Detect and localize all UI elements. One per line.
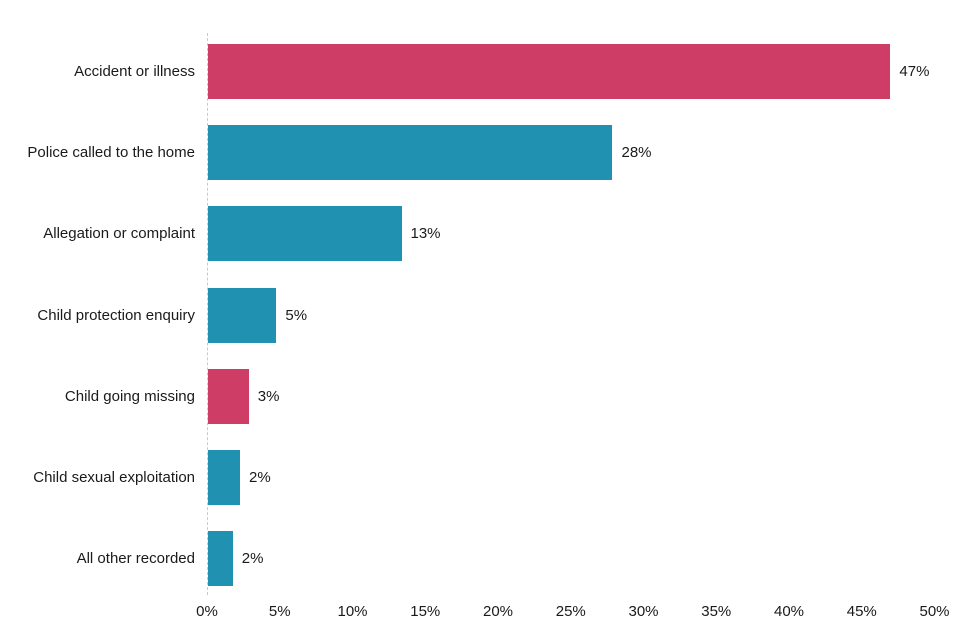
x-tick-label: 20% — [482, 603, 514, 620]
category-label: Accident or illness — [74, 63, 195, 80]
x-tick-label: 15% — [410, 603, 441, 620]
y-axis-line — [207, 33, 208, 595]
category-label: Child protection enquiry — [37, 306, 195, 324]
category-label: Child going missing — [64, 387, 195, 405]
bar — [208, 450, 240, 505]
x-tick-label: 25% — [555, 603, 586, 620]
x-tick-label: 40% — [773, 603, 805, 620]
value-label: 5% — [285, 306, 308, 324]
value-label: 28% — [621, 144, 652, 162]
x-tick-label: 30% — [628, 603, 659, 620]
category-label: Police called to the home — [27, 144, 195, 162]
bar — [208, 125, 613, 181]
value-label: 13% — [410, 225, 441, 243]
x-tick-label: 0% — [196, 603, 218, 620]
bar — [208, 531, 233, 587]
bar — [208, 206, 402, 262]
value-label: 2% — [249, 469, 271, 486]
bar — [208, 287, 277, 343]
x-tick-label: 35% — [701, 603, 732, 620]
x-tick-label: 50% — [919, 603, 950, 620]
bar — [208, 368, 249, 424]
value-label: 3% — [257, 387, 280, 405]
category-label: Allegation or complaint — [43, 225, 195, 243]
x-tick-label: 10% — [337, 603, 368, 620]
bar — [208, 44, 891, 99]
value-label: 47% — [899, 63, 930, 80]
x-tick-label: 45% — [846, 603, 877, 620]
value-label: 2% — [241, 550, 264, 568]
category-label: Child sexual exploitation — [33, 469, 195, 486]
category-label: All other recorded — [76, 550, 195, 568]
x-tick-label: 5% — [268, 603, 291, 620]
